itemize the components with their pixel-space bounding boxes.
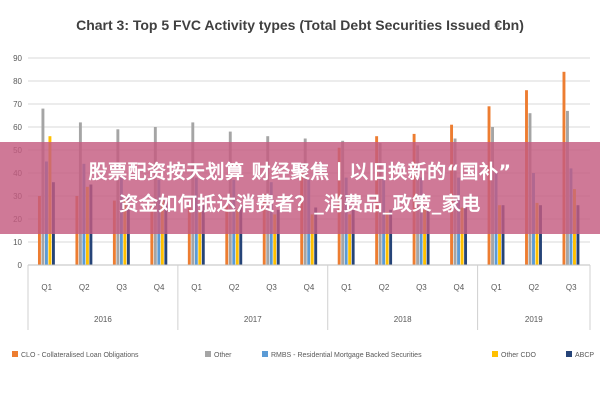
y-tick-label: 70 <box>13 100 22 109</box>
x-tick-label: Q2 <box>79 283 90 292</box>
bar <box>423 209 427 265</box>
x-tick-label: Q1 <box>341 283 352 292</box>
chart-title: Chart 3: Top 5 FVC Activity types (Total… <box>76 17 524 33</box>
legend-swatch <box>205 351 211 357</box>
bar <box>385 212 389 265</box>
bar <box>198 209 202 265</box>
legend-label: Other <box>214 352 232 359</box>
x-tick-label: Q1 <box>41 283 52 292</box>
bar <box>389 209 393 265</box>
x-tick-label: Q2 <box>229 283 240 292</box>
bar <box>187 207 191 265</box>
banner-line-1: 股票配资按天划算 财经聚焦丨以旧换新的“国补” <box>88 161 512 183</box>
bar <box>576 205 580 265</box>
bar <box>225 205 229 265</box>
bar <box>460 207 464 265</box>
x-tick-label: Q4 <box>304 283 315 292</box>
group-label: 2019 <box>525 315 543 324</box>
y-tick-label: 90 <box>13 54 22 63</box>
y-tick-label: 0 <box>18 261 23 270</box>
legend-label: CLO - Collateralised Loan Obligations <box>21 352 139 359</box>
bar <box>464 207 468 265</box>
legend-swatch <box>12 351 18 357</box>
bar <box>276 209 280 265</box>
x-tick-label: Q3 <box>416 283 427 292</box>
bar <box>351 209 355 265</box>
y-tick-label: 60 <box>13 123 22 132</box>
y-tick-label: 10 <box>13 238 22 247</box>
x-tick-label: Q2 <box>379 283 390 292</box>
x-tick-label: Q4 <box>154 283 165 292</box>
legend-swatch <box>262 351 268 357</box>
bar <box>310 214 314 265</box>
x-tick-label: Q3 <box>566 283 577 292</box>
x-tick-label: Q3 <box>116 283 127 292</box>
banner-line-2: 资金如何抵达消费者？_消费品_政策_家电 <box>119 193 481 215</box>
x-tick-label: Q1 <box>491 283 502 292</box>
x-tick-label: Q3 <box>266 283 277 292</box>
x-tick-label: Q4 <box>454 283 465 292</box>
bar <box>348 214 352 265</box>
bar <box>314 207 318 265</box>
bar <box>539 205 542 265</box>
bar <box>498 205 501 265</box>
legend-label: ABCP <box>575 352 594 359</box>
group-label: 2018 <box>394 315 412 324</box>
group-label: 2016 <box>94 315 112 324</box>
group-label: 2017 <box>244 315 262 324</box>
legend-swatch <box>492 351 498 357</box>
bar <box>273 214 277 265</box>
bar <box>239 205 243 265</box>
legend-label: Other CDO <box>501 352 537 359</box>
overlay-banner: 股票配资按天划算 财经聚焦丨以旧换新的“国补” 资金如何抵达消费者？_消费品_政… <box>0 142 600 234</box>
x-tick-label: Q2 <box>528 283 539 292</box>
y-tick-label: 80 <box>13 77 22 86</box>
bar <box>235 209 239 265</box>
bar <box>201 205 205 265</box>
legend-swatch <box>566 351 572 357</box>
legend-label: RMBS - Residential Mortgage Backed Secur… <box>271 352 422 359</box>
bar <box>501 205 505 265</box>
x-tick-label: Q1 <box>191 283 202 292</box>
bar <box>426 209 430 265</box>
